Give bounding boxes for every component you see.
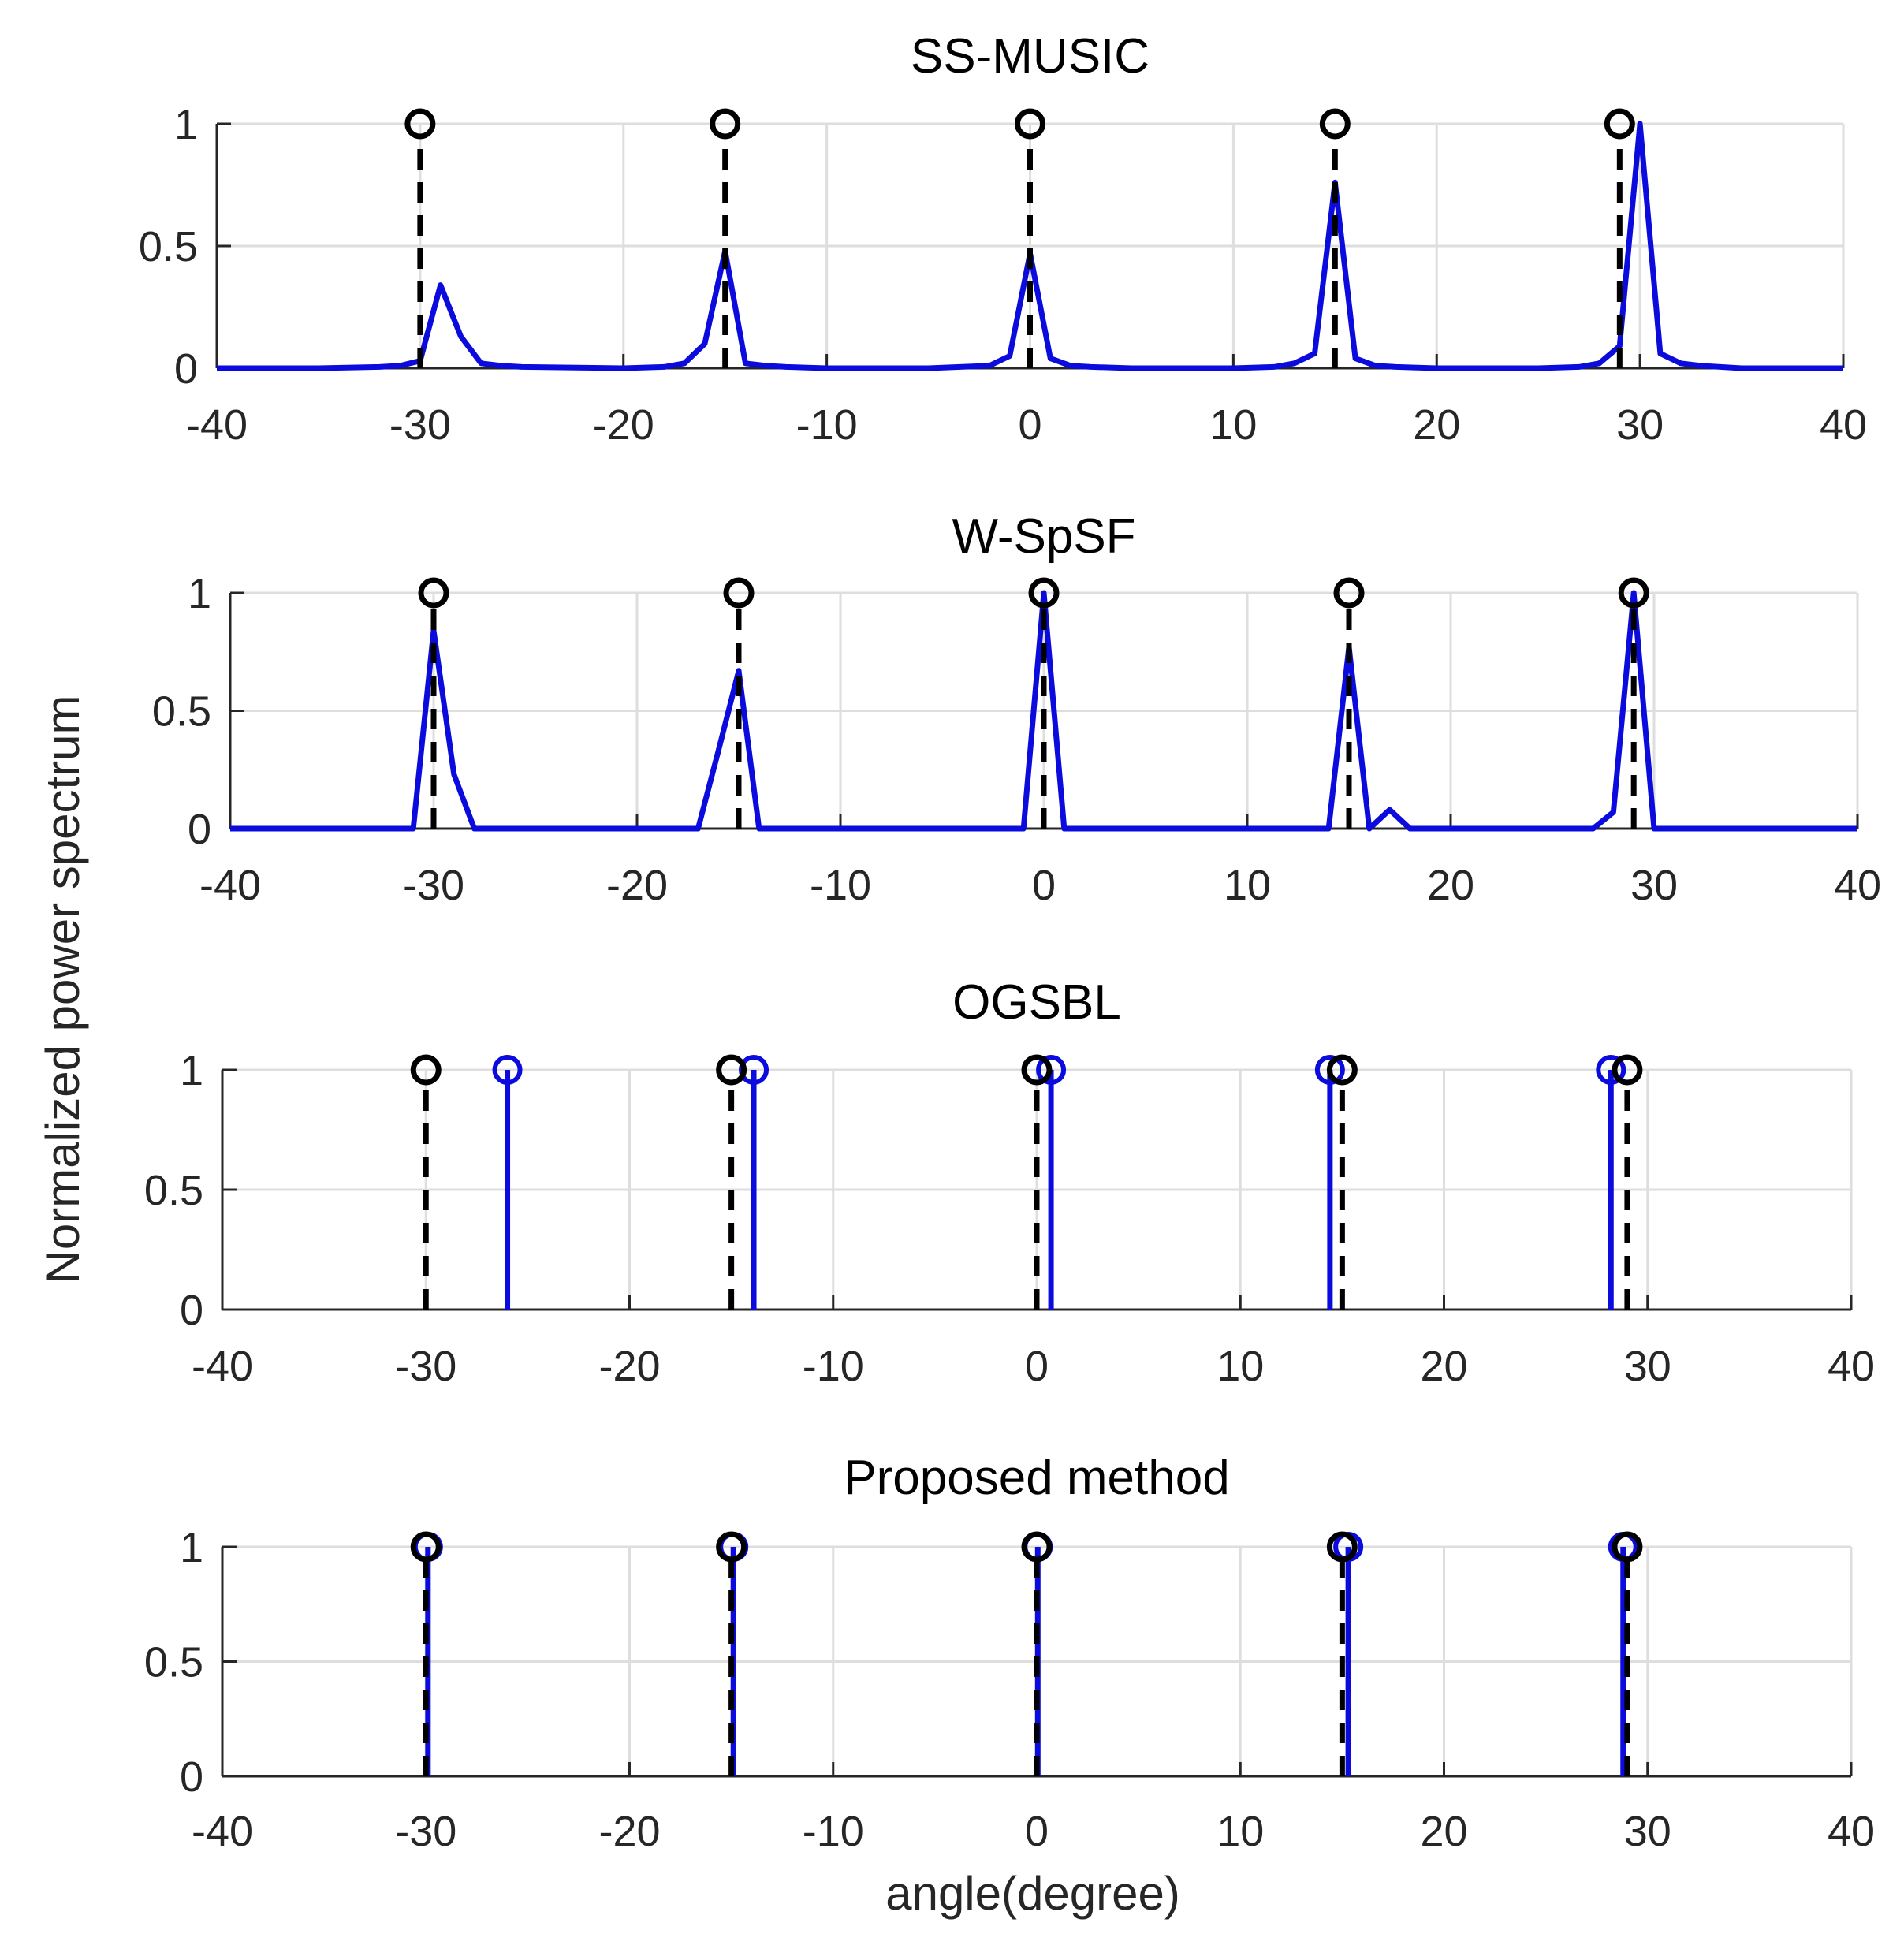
true-doa-marker (404, 108, 436, 140)
x-tick-label: 30 (1616, 401, 1664, 449)
x-tick-label: 20 (1420, 1343, 1467, 1390)
x-tick-label: -40 (199, 862, 261, 909)
panel-4: -40 -30 -20 -10 0 10 20 30 40 0 0.5 1 Proposed metho… (144, 1451, 1875, 1855)
panel-title: SS-MUSIC (911, 29, 1149, 84)
y-tick-label: 0.5 (144, 1639, 203, 1686)
y-tick-label: 1 (180, 1524, 203, 1571)
x-tick-label: 20 (1427, 862, 1474, 909)
x-tick-label: -30 (395, 1343, 456, 1390)
x-tick-label: -30 (403, 862, 464, 909)
true-doa-marker (1612, 1531, 1643, 1563)
x-tick-label: -20 (606, 862, 668, 909)
x-tick-label: 40 (1834, 862, 1881, 909)
x-tick-label: 0 (1025, 1343, 1049, 1390)
true-doa-marker (1021, 1531, 1053, 1563)
x-tick-label: -10 (796, 401, 858, 449)
true-doa-marker (723, 577, 755, 609)
x-tick-label: -10 (803, 1808, 864, 1855)
x-tick-label: 30 (1624, 1808, 1671, 1855)
x-tick-label: -20 (598, 1343, 660, 1390)
y-tick-label: 1 (188, 570, 211, 617)
x-tick-label: 10 (1217, 1343, 1264, 1390)
true-doa-marker (1612, 1054, 1643, 1086)
x-tick-label: -40 (192, 1808, 253, 1855)
true-doa-marker (710, 108, 741, 140)
x-tick-label: -40 (186, 401, 248, 449)
x-tick-label: 0 (1025, 1808, 1049, 1855)
x-tick-label: -20 (593, 401, 654, 449)
true-doa-marker (1326, 1054, 1358, 1086)
x-tick-label: 40 (1828, 1343, 1875, 1390)
y-tick-label: 0 (188, 806, 211, 853)
y-tick-label: 1 (180, 1047, 203, 1094)
true-doa-marker (410, 1054, 442, 1086)
panel-title: Proposed method (844, 1451, 1229, 1505)
x-tick-label: 40 (1820, 401, 1867, 449)
panel-title: W-SpSF (952, 509, 1135, 564)
y-tick-label: 1 (174, 101, 198, 148)
estimate-marker (1314, 1055, 1345, 1085)
true-doa-marker (418, 577, 449, 609)
y-tick-label: 0 (174, 345, 198, 393)
x-tick-label: -10 (803, 1343, 864, 1390)
true-doa-marker (1326, 1531, 1358, 1563)
figure-x-axis-label: angle(degree) (885, 1867, 1180, 1920)
true-doa-marker (716, 1054, 747, 1086)
x-tick-label: -30 (389, 401, 451, 449)
y-tick-label: 0.5 (144, 1167, 203, 1214)
x-tick-label: 10 (1224, 862, 1271, 909)
panel-3: -40 -30 -20 -10 0 10 20 30 40 0 0.5 1 OGSBL (144, 975, 1875, 1390)
true-doa-marker (1604, 108, 1635, 140)
x-tick-label: 30 (1624, 1343, 1671, 1390)
estimate-marker (492, 1055, 523, 1085)
x-tick-label: -30 (395, 1808, 456, 1855)
x-tick-label: -20 (598, 1808, 660, 1855)
true-doa-marker (1333, 577, 1365, 609)
panel-title: OGSBL (952, 975, 1121, 1030)
x-tick-label: -10 (810, 862, 871, 909)
true-doa-marker (1618, 577, 1649, 609)
true-doa-marker (410, 1531, 442, 1563)
estimate-marker (1596, 1055, 1626, 1085)
x-tick-label: -40 (192, 1343, 253, 1390)
x-tick-label: 20 (1413, 401, 1460, 449)
x-tick-label: 20 (1420, 1808, 1467, 1855)
true-doa-marker (1028, 577, 1060, 609)
estimate-marker (1036, 1055, 1067, 1085)
estimate-marker (739, 1055, 769, 1085)
x-tick-label: 30 (1630, 862, 1678, 909)
true-doa-marker (1015, 108, 1045, 140)
y-tick-label: 0.5 (152, 688, 211, 736)
x-tick-label: 10 (1217, 1808, 1264, 1855)
x-tick-label: 0 (1032, 862, 1056, 909)
x-tick-label: 40 (1828, 1808, 1875, 1855)
true-doa-marker (1021, 1054, 1053, 1086)
true-doa-marker (716, 1531, 747, 1563)
y-tick-label: 0 (180, 1287, 203, 1334)
true-doa-marker (1319, 108, 1351, 140)
y-tick-label: 0 (180, 1753, 203, 1801)
x-tick-label: 0 (1018, 401, 1041, 449)
figure-y-axis-label: Normalized power spectrum (36, 695, 89, 1284)
panel-2: -40 -30 -20 -10 0 10 20 30 40 0 0.5 1 W-SpSF (152, 509, 1881, 909)
panel-1: -40 -30 -20 -10 0 10 20 30 40 0 0.5 1 SS-MUSIC (139, 29, 1867, 449)
x-tick-label: 10 (1209, 401, 1257, 449)
spectrum-line (217, 121, 1843, 371)
spectrum-line (230, 590, 1857, 832)
y-tick-label: 0.5 (139, 223, 198, 270)
